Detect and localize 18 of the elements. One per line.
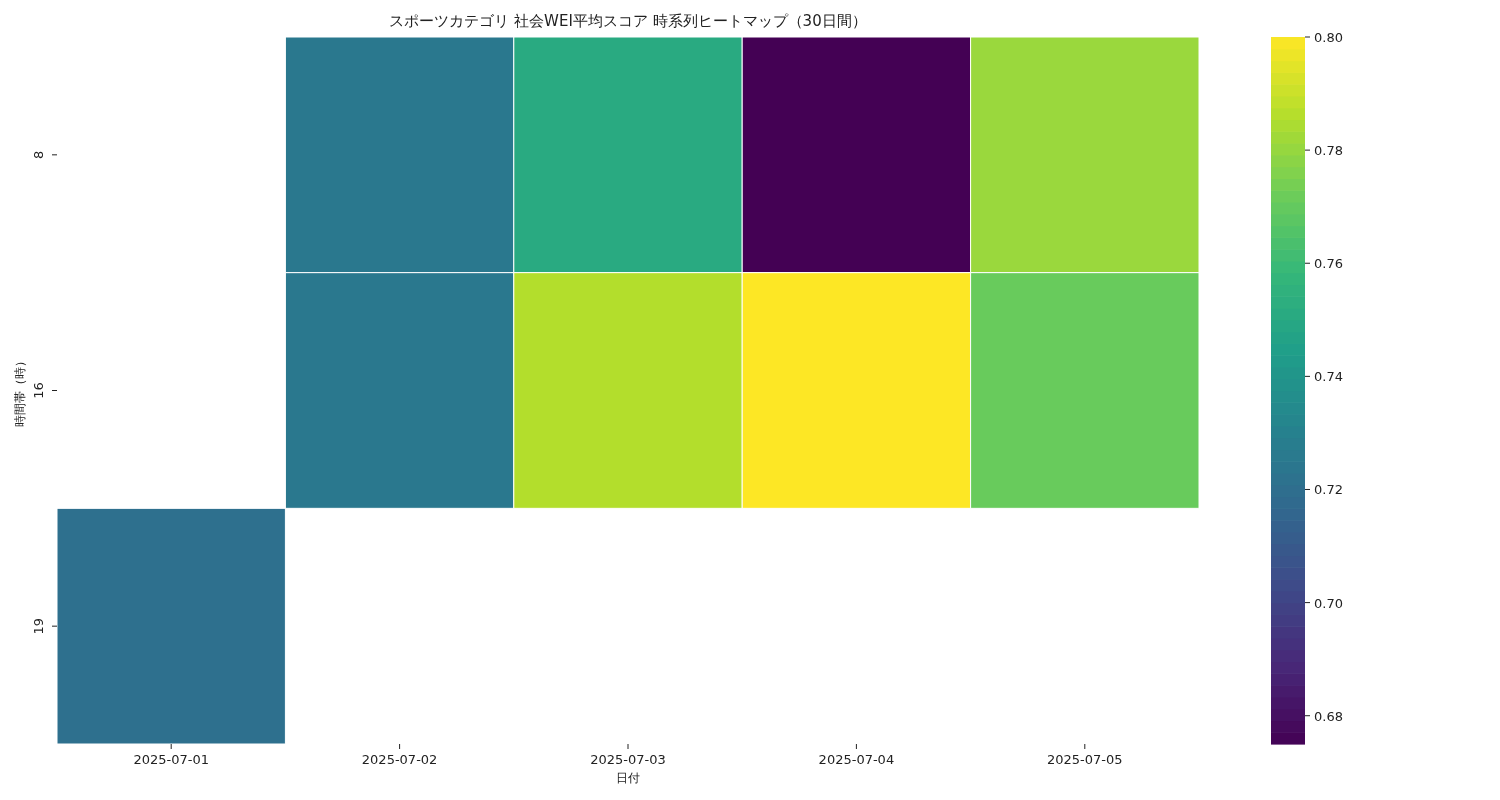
color-bar-label: 0.78 — [1314, 143, 1343, 159]
x-tick-label: 2025-07-03 — [590, 752, 666, 767]
color-bar-label: 0.74 — [1314, 369, 1343, 385]
x-tick-label: 2025-07-04 — [818, 752, 895, 767]
y-axis-title: 時間帯（時） — [13, 354, 27, 427]
color-bar-label: 0.76 — [1314, 256, 1343, 272]
x-axis-title: 日付 — [616, 771, 640, 785]
x-tick-label: 2025-07-02 — [361, 752, 438, 767]
x-tick-label: 2025-07-01 — [133, 752, 209, 767]
color-bar-label: 0.72 — [1314, 482, 1343, 498]
color-bar-label: 0.68 — [1314, 708, 1343, 724]
y-tick-label: 8 — [31, 150, 46, 159]
color-bar-label: 0.80 — [1314, 30, 1343, 45]
chart-title: スポーツカテゴリ 社会WEI平均スコア 時系列ヒートマップ（30日間） — [389, 12, 867, 30]
y-tick-label: 19 — [31, 617, 46, 635]
y-tick-label: 16 — [31, 382, 46, 399]
x-tick-label: 2025-07-05 — [1047, 752, 1123, 767]
color-bar-label: 0.70 — [1314, 595, 1343, 611]
